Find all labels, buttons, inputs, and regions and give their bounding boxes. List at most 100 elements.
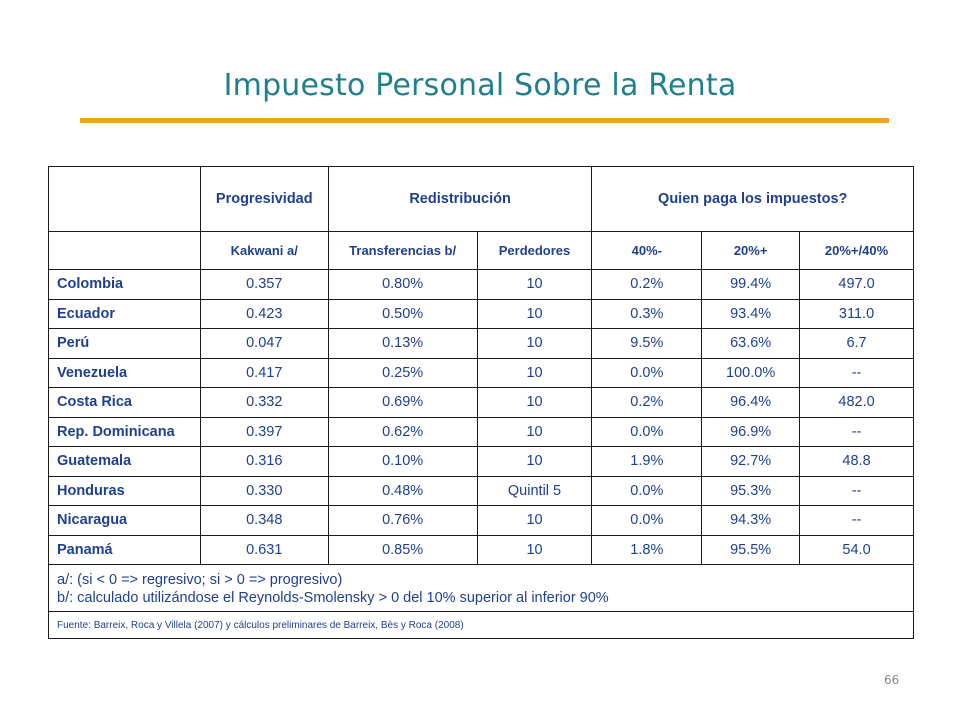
table-row: Nicaragua 0.348 0.76% 10 0.0% 94.3% -- <box>48 505 914 536</box>
transferencias-cell: 0.13% <box>327 328 478 359</box>
title-underline <box>80 118 889 123</box>
group-header-quien-paga: Quien paga los impuestos? <box>591 166 914 232</box>
pct-20-plus-cell: 94.3% <box>701 505 801 536</box>
country-name: Perú <box>48 328 201 359</box>
sub-header-corner-cell <box>48 231 201 270</box>
notes-row: a/: (si < 0 => regresivo; si > 0 => prog… <box>48 564 914 612</box>
pct-40-minus-cell: 9.5% <box>591 328 703 359</box>
income-tax-table: Progresividad Redistribución Quien paga … <box>48 166 914 639</box>
ratio-20-40-cell: -- <box>799 416 914 447</box>
source-note: Fuente: Barreix, Roca y Villela (2007) y… <box>48 611 914 639</box>
perdedores-cell: 10 <box>476 269 593 300</box>
pct-20-plus-cell: 96.4% <box>701 387 801 418</box>
group-header-progresividad: Progresividad <box>199 166 329 232</box>
table-row: Venezuela 0.417 0.25% 10 0.0% 100.0% -- <box>48 357 914 388</box>
table-row: Honduras 0.330 0.48% Quintil 5 0.0% 95.3% -- <box>48 475 914 506</box>
table-row: Ecuador 0.423 0.50% 10 0.3% 93.4% 311.0 <box>48 298 914 329</box>
perdedores-cell: 10 <box>476 328 593 359</box>
perdedores-cell: 10 <box>476 387 593 418</box>
ratio-20-40-cell: 311.0 <box>799 298 914 329</box>
table-row: Colombia 0.357 0.80% 10 0.2% 99.4% 497.0 <box>48 269 914 300</box>
slide-title: Impuesto Personal Sobre la Renta <box>223 68 737 103</box>
pct-40-minus-cell: 1.8% <box>591 534 703 565</box>
header-corner-cell <box>48 166 201 232</box>
kakwani-cell: 0.332 <box>199 387 329 418</box>
pct-20-plus-cell: 95.3% <box>701 475 801 506</box>
country-name: Honduras <box>48 475 201 506</box>
pct-40-minus-cell: 0.0% <box>591 416 703 447</box>
pct-40-minus-cell: 0.2% <box>591 387 703 418</box>
col-header-transferencias: Transferencias b/ <box>327 231 478 270</box>
country-name: Venezuela <box>48 357 201 388</box>
country-name: Rep. Dominicana <box>48 416 201 447</box>
perdedores-cell: 10 <box>476 357 593 388</box>
page-number: 66 <box>884 673 900 687</box>
kakwani-cell: 0.316 <box>199 446 329 477</box>
pct-20-plus-cell: 95.5% <box>701 534 801 565</box>
transferencias-cell: 0.69% <box>327 387 478 418</box>
transferencias-cell: 0.10% <box>327 446 478 477</box>
group-header-redistribucion: Redistribución <box>327 166 593 232</box>
kakwani-cell: 0.330 <box>199 475 329 506</box>
ratio-20-40-cell: 48.8 <box>799 446 914 477</box>
col-header-20-over-40: 20%+/40% <box>799 231 914 270</box>
ratio-20-40-cell: 497.0 <box>799 269 914 300</box>
kakwani-cell: 0.631 <box>199 534 329 565</box>
kakwani-cell: 0.417 <box>199 357 329 388</box>
pct-20-plus-cell: 96.9% <box>701 416 801 447</box>
country-name: Ecuador <box>48 298 201 329</box>
ratio-20-40-cell: 482.0 <box>799 387 914 418</box>
pct-40-minus-cell: 0.0% <box>591 505 703 536</box>
ratio-20-40-cell: -- <box>799 475 914 506</box>
note-b: b/: calculado utilizándose el Reynolds-S… <box>57 590 609 606</box>
transferencias-cell: 0.80% <box>327 269 478 300</box>
kakwani-cell: 0.397 <box>199 416 329 447</box>
pct-20-plus-cell: 63.6% <box>701 328 801 359</box>
pct-20-plus-cell: 92.7% <box>701 446 801 477</box>
ratio-20-40-cell: 6.7 <box>799 328 914 359</box>
transferencias-cell: 0.62% <box>327 416 478 447</box>
perdedores-cell: 10 <box>476 298 593 329</box>
pct-40-minus-cell: 0.0% <box>591 357 703 388</box>
transferencias-cell: 0.48% <box>327 475 478 506</box>
kakwani-cell: 0.047 <box>199 328 329 359</box>
pct-40-minus-cell: 0.3% <box>591 298 703 329</box>
ratio-20-40-cell: 54.0 <box>799 534 914 565</box>
pct-40-minus-cell: 0.2% <box>591 269 703 300</box>
country-name: Guatemala <box>48 446 201 477</box>
perdedores-cell: 10 <box>476 446 593 477</box>
notes-cell: a/: (si < 0 => regresivo; si > 0 => prog… <box>48 564 914 612</box>
ratio-20-40-cell: -- <box>799 357 914 388</box>
kakwani-cell: 0.423 <box>199 298 329 329</box>
perdedores-cell: Quintil 5 <box>476 475 593 506</box>
country-name: Colombia <box>48 269 201 300</box>
country-name: Panamá <box>48 534 201 565</box>
ratio-20-40-cell: -- <box>799 505 914 536</box>
pct-20-plus-cell: 99.4% <box>701 269 801 300</box>
col-header-kakwani: Kakwani a/ <box>199 231 329 270</box>
col-header-perdedores: Perdedores <box>476 231 593 270</box>
pct-20-plus-cell: 100.0% <box>701 357 801 388</box>
table-row: Guatemala 0.316 0.10% 10 1.9% 92.7% 48.8 <box>48 446 914 477</box>
pct-40-minus-cell: 1.9% <box>591 446 703 477</box>
note-a: a/: (si < 0 => regresivo; si > 0 => prog… <box>57 572 343 588</box>
perdedores-cell: 10 <box>476 416 593 447</box>
transferencias-cell: 0.25% <box>327 357 478 388</box>
kakwani-cell: 0.348 <box>199 505 329 536</box>
source-row: Fuente: Barreix, Roca y Villela (2007) y… <box>48 611 914 639</box>
perdedores-cell: 10 <box>476 534 593 565</box>
sub-header-row: Kakwani a/ Transferencias b/ Perdedores … <box>48 231 914 270</box>
table-row: Panamá 0.631 0.85% 10 1.8% 95.5% 54.0 <box>48 534 914 565</box>
group-header-row: Progresividad Redistribución Quien paga … <box>48 166 914 232</box>
country-name: Nicaragua <box>48 505 201 536</box>
pct-40-minus-cell: 0.0% <box>591 475 703 506</box>
table-row: Perú 0.047 0.13% 10 9.5% 63.6% 6.7 <box>48 328 914 359</box>
kakwani-cell: 0.357 <box>199 269 329 300</box>
country-name: Costa Rica <box>48 387 201 418</box>
col-header-40-minus: 40%- <box>591 231 703 270</box>
transferencias-cell: 0.85% <box>327 534 478 565</box>
col-header-20-plus: 20%+ <box>701 231 801 270</box>
transferencias-cell: 0.76% <box>327 505 478 536</box>
perdedores-cell: 10 <box>476 505 593 536</box>
transferencias-cell: 0.50% <box>327 298 478 329</box>
